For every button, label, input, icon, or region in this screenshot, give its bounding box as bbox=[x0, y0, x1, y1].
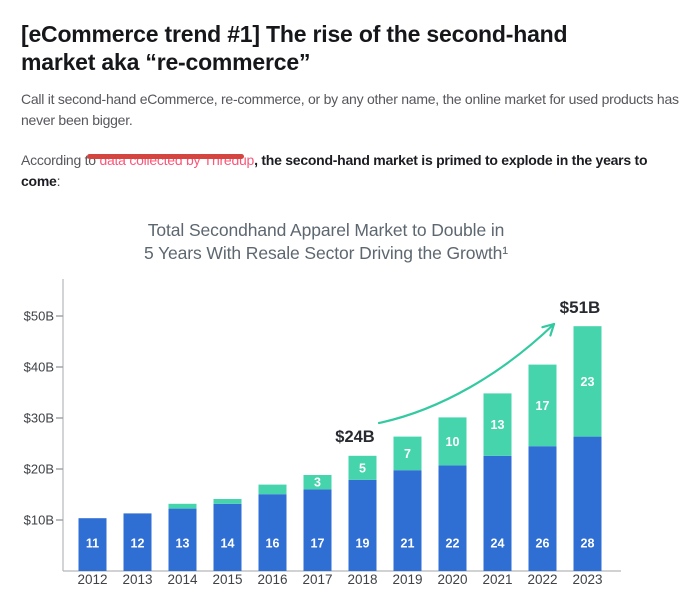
bar-bottom-value-2012: 11 bbox=[86, 537, 99, 551]
source-bold-text-2: come bbox=[21, 173, 57, 189]
year-label-2015: 2015 bbox=[212, 572, 242, 587]
bar-bottom-value-2020: 22 bbox=[446, 537, 460, 551]
page-title-line-2: market aka “re-commerce” bbox=[21, 49, 311, 76]
chart-title: Total Secondhand Apparel Market to Doubl… bbox=[0, 219, 652, 265]
page-title: [eCommerce trend #1] The rise of the sec… bbox=[21, 20, 681, 76]
bar-group-2016: 16 2016 bbox=[257, 484, 288, 587]
bar-top-2023 bbox=[573, 326, 602, 437]
bar-top-2015 bbox=[213, 499, 242, 504]
growth-arrowhead-wing-2 bbox=[541, 322, 556, 329]
bar-bottom-2013 bbox=[123, 513, 152, 571]
y-tick-label-50: $50B bbox=[24, 309, 54, 324]
bar-group-2015: 14 2015 bbox=[212, 499, 243, 587]
bar-top-value-2023: 23 bbox=[581, 375, 595, 389]
bar-top-2019 bbox=[393, 436, 422, 471]
year-label-2022: 2022 bbox=[527, 572, 557, 587]
bar-group-2021: 24 13 2021 bbox=[482, 393, 513, 587]
bar-bottom-2023 bbox=[573, 436, 602, 571]
bar-bottom-2018 bbox=[348, 479, 377, 571]
intro-line-1: Call it second-hand eCommerce, re-commer… bbox=[21, 91, 679, 107]
bar-bottom-value-2015: 14 bbox=[221, 537, 235, 551]
bar-top-value-2017: 3 bbox=[314, 476, 321, 490]
bar-bottom-value-2021: 24 bbox=[491, 537, 505, 551]
bar-bottom-value-2023: 28 bbox=[581, 537, 595, 551]
market-chart-svg: $10B $20B $30B $40B $50B 11 2012 12 2013 13 2014 14… bbox=[24, 279, 621, 587]
bar-bottom-value-2017: 17 bbox=[311, 537, 325, 551]
y-tick-label-30: $30B bbox=[24, 411, 54, 426]
bar-bottom-2021 bbox=[483, 455, 512, 571]
bar-group-2014: 13 2014 bbox=[167, 503, 198, 587]
bar-top-2022 bbox=[528, 364, 557, 447]
bar-top-value-2020: 10 bbox=[446, 435, 460, 449]
growth-arrowhead-wing-1 bbox=[549, 322, 556, 337]
bar-bottom-value-2013: 12 bbox=[131, 537, 145, 551]
bar-bottom-2012 bbox=[78, 518, 107, 571]
year-label-2021: 2021 bbox=[482, 572, 512, 587]
bar-group-2012: 11 2012 bbox=[77, 518, 108, 587]
growth-arrow bbox=[377, 322, 556, 425]
y-tick-label-40: $40B bbox=[24, 360, 54, 375]
year-label-2017: 2017 bbox=[302, 572, 332, 587]
bar-top-value-2019: 7 bbox=[404, 447, 411, 461]
bar-group-2017: 17 3 2017 bbox=[302, 475, 333, 587]
bar-bottom-value-2019: 21 bbox=[401, 537, 415, 551]
page-title-line-1: [eCommerce trend #1] The rise of the sec… bbox=[21, 21, 568, 48]
year-label-2019: 2019 bbox=[392, 572, 422, 587]
source-bold-text: , the second-hand market is primed to ex… bbox=[254, 152, 648, 168]
year-label-2016: 2016 bbox=[257, 572, 287, 587]
bar-bottom-value-2018: 19 bbox=[356, 537, 370, 551]
bar-group-2020: 22 10 2020 bbox=[437, 417, 468, 587]
bar-bottom-value-2014: 13 bbox=[176, 537, 190, 551]
bar-bottom-2016 bbox=[258, 494, 287, 571]
bar-top-2021 bbox=[483, 393, 512, 456]
bar-bottom-2017 bbox=[303, 489, 332, 571]
source-prefix: According to bbox=[21, 152, 100, 168]
y-tick-label-20: $20B bbox=[24, 462, 54, 477]
bar-top-2018 bbox=[348, 455, 377, 480]
bar-top-2016 bbox=[258, 484, 287, 495]
bar-bottom-2019 bbox=[393, 470, 422, 571]
source-colon: : bbox=[56, 173, 61, 189]
year-label-2018: 2018 bbox=[347, 572, 377, 587]
y-tick-label-10: $10B bbox=[24, 513, 54, 528]
intro-line-2: never been bigger. bbox=[21, 112, 133, 128]
axes: $10B $20B $30B $40B $50B bbox=[24, 279, 621, 572]
year-label-2023: 2023 bbox=[572, 572, 602, 587]
bar-top-2014 bbox=[168, 503, 197, 509]
bar-group-2019: 21 7 2019 bbox=[392, 436, 423, 587]
bar-bottom-value-2016: 16 bbox=[266, 537, 280, 551]
red-underline-annotation bbox=[87, 154, 244, 159]
chart-title-line-1: Total Secondhand Apparel Market to Doubl… bbox=[147, 220, 505, 240]
bar-top-value-2022: 17 bbox=[536, 399, 550, 413]
bar-group-2022: 26 17 2022 bbox=[527, 364, 558, 587]
bar-group-2013: 12 2013 bbox=[122, 513, 153, 587]
year-label-2013: 2013 bbox=[122, 572, 152, 587]
annotation-51b: $51B bbox=[560, 298, 601, 317]
growth-arrow-curve bbox=[377, 322, 556, 425]
year-label-2014: 2014 bbox=[167, 572, 198, 587]
intro-paragraph: Call it second-hand eCommerce, re-commer… bbox=[21, 89, 691, 131]
year-label-2020: 2020 bbox=[437, 572, 467, 587]
bar-top-value-2021: 13 bbox=[491, 418, 505, 432]
bar-bottom-2015 bbox=[213, 503, 242, 571]
bar-group-2023: 28 23 2023 bbox=[572, 326, 603, 587]
bar-bottom-value-2022: 26 bbox=[536, 537, 550, 551]
bar-bottom-2014 bbox=[168, 508, 197, 571]
chart-title-line-2: 5 Years With Resale Sector Driving the G… bbox=[143, 243, 509, 263]
bar-top-2020 bbox=[438, 417, 467, 466]
bar-top-value-2018: 5 bbox=[359, 461, 366, 475]
bar-group-2018: 19 5 2018 bbox=[347, 455, 378, 587]
year-label-2012: 2012 bbox=[77, 572, 107, 587]
bar-bottom-2022 bbox=[528, 446, 557, 571]
bar-top-2017 bbox=[303, 475, 332, 490]
source-line-2: come: bbox=[21, 171, 691, 192]
bar-bottom-2020 bbox=[438, 465, 467, 571]
annotation-24b: $24B bbox=[335, 428, 375, 446]
